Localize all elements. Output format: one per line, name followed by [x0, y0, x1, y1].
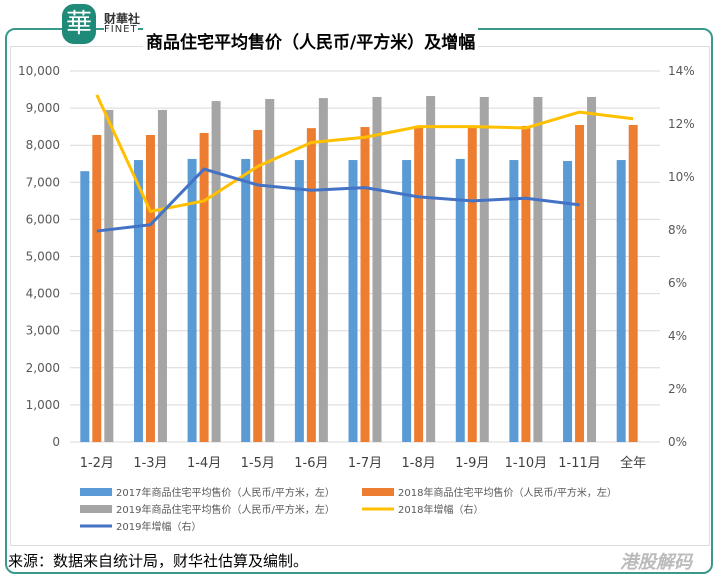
y-right-tick: 2%	[668, 382, 687, 396]
legend-swatch	[362, 488, 394, 496]
x-tick: 1-2月	[80, 456, 114, 471]
y-right-tick: 0%	[668, 435, 687, 449]
x-tick: 1-5月	[241, 456, 275, 471]
y-left-tick: 8,000	[26, 138, 60, 152]
bar-2017	[241, 158, 251, 442]
y-right-tick: 6%	[668, 276, 687, 290]
y-left-tick: 6,000	[26, 212, 60, 226]
y-right-tick: 14%	[668, 64, 695, 78]
bar-2018	[92, 134, 102, 442]
legend-swatch	[80, 505, 112, 513]
bar-2017	[455, 158, 465, 442]
bar-2019	[372, 96, 382, 442]
logo-text-cn: 财華社	[104, 10, 141, 27]
y-left-tick: 5,000	[26, 250, 60, 264]
x-tick: 1-8月	[402, 456, 436, 471]
legend-label: 2018年增幅（右）	[398, 503, 483, 516]
bar-2019	[211, 101, 221, 443]
bar-2019	[104, 109, 114, 442]
bar-2018	[145, 134, 155, 442]
bar-2019	[426, 96, 436, 442]
bar-2019	[533, 96, 543, 442]
bar-2018	[467, 125, 477, 443]
source-note: 来源：数据来自统计局，财华社估算及编制。	[8, 552, 309, 570]
bar-2018	[360, 127, 370, 443]
y-right-tick: 4%	[668, 329, 687, 343]
bar-2018	[575, 124, 585, 442]
chart-title: 商品住宅平均售价（人民币/平方米）及增幅	[143, 28, 479, 53]
logo-text-en: FINET	[104, 24, 138, 35]
bar-2017	[187, 158, 197, 442]
legend-label: 2017年商品住宅平均售价（人民币/平方米，左）	[116, 486, 335, 499]
bar-2019	[587, 96, 597, 442]
y-right-tick: 8%	[668, 223, 687, 237]
y-right-tick: 10%	[668, 170, 695, 184]
bar-2019	[157, 109, 167, 442]
y-left-tick: 7,000	[26, 175, 60, 189]
y-left-tick: 9,000	[26, 101, 60, 115]
x-tick: 1-9月	[455, 456, 489, 471]
finet-logo: 華	[62, 4, 96, 44]
x-tick: 1-11月	[558, 456, 601, 471]
bar-2019	[265, 99, 275, 442]
x-tick: 1-7月	[348, 456, 382, 471]
bar-2017	[509, 160, 519, 443]
y-left-tick: 4,000	[26, 287, 60, 301]
bar-2018	[199, 132, 209, 442]
y-left-tick: 0	[52, 435, 60, 449]
x-tick: 全年	[620, 455, 646, 471]
bar-2017	[348, 160, 358, 443]
x-tick: 1-4月	[187, 456, 221, 471]
bar-2018	[306, 128, 316, 442]
bar-2019	[318, 98, 328, 442]
bar-2017	[616, 160, 626, 443]
bar-2019	[479, 96, 489, 442]
y-left-tick: 2,000	[26, 361, 60, 375]
bar-2017	[563, 160, 573, 442]
y-left-tick: 3,000	[26, 324, 60, 338]
legend-label: 2018年商品住宅平均售价（人民币/平方米，左）	[398, 486, 617, 499]
x-tick: 1-6月	[294, 456, 328, 471]
y-left-tick: 10,000	[18, 64, 60, 78]
bar-2018	[628, 124, 638, 442]
bar-2018	[521, 125, 531, 443]
x-tick: 1-3月	[133, 456, 167, 471]
x-tick: 1-10月	[505, 456, 548, 471]
bar-2017	[133, 160, 143, 443]
bar-2017	[80, 171, 90, 443]
legend-label: 2019年增幅（右）	[116, 520, 201, 533]
line-series	[96, 167, 580, 233]
y-left-tick: 1,000	[26, 398, 60, 412]
legend-swatch	[80, 488, 112, 496]
watermark: 港股解码	[620, 552, 692, 573]
bar-2018	[414, 125, 424, 443]
bar-2017	[402, 160, 412, 443]
legend-label: 2019年商品住宅平均售价（人民币/平方米，左）	[116, 503, 335, 516]
bar-2017	[294, 160, 304, 443]
y-right-tick: 12%	[668, 117, 695, 131]
bar-2018	[253, 129, 263, 442]
